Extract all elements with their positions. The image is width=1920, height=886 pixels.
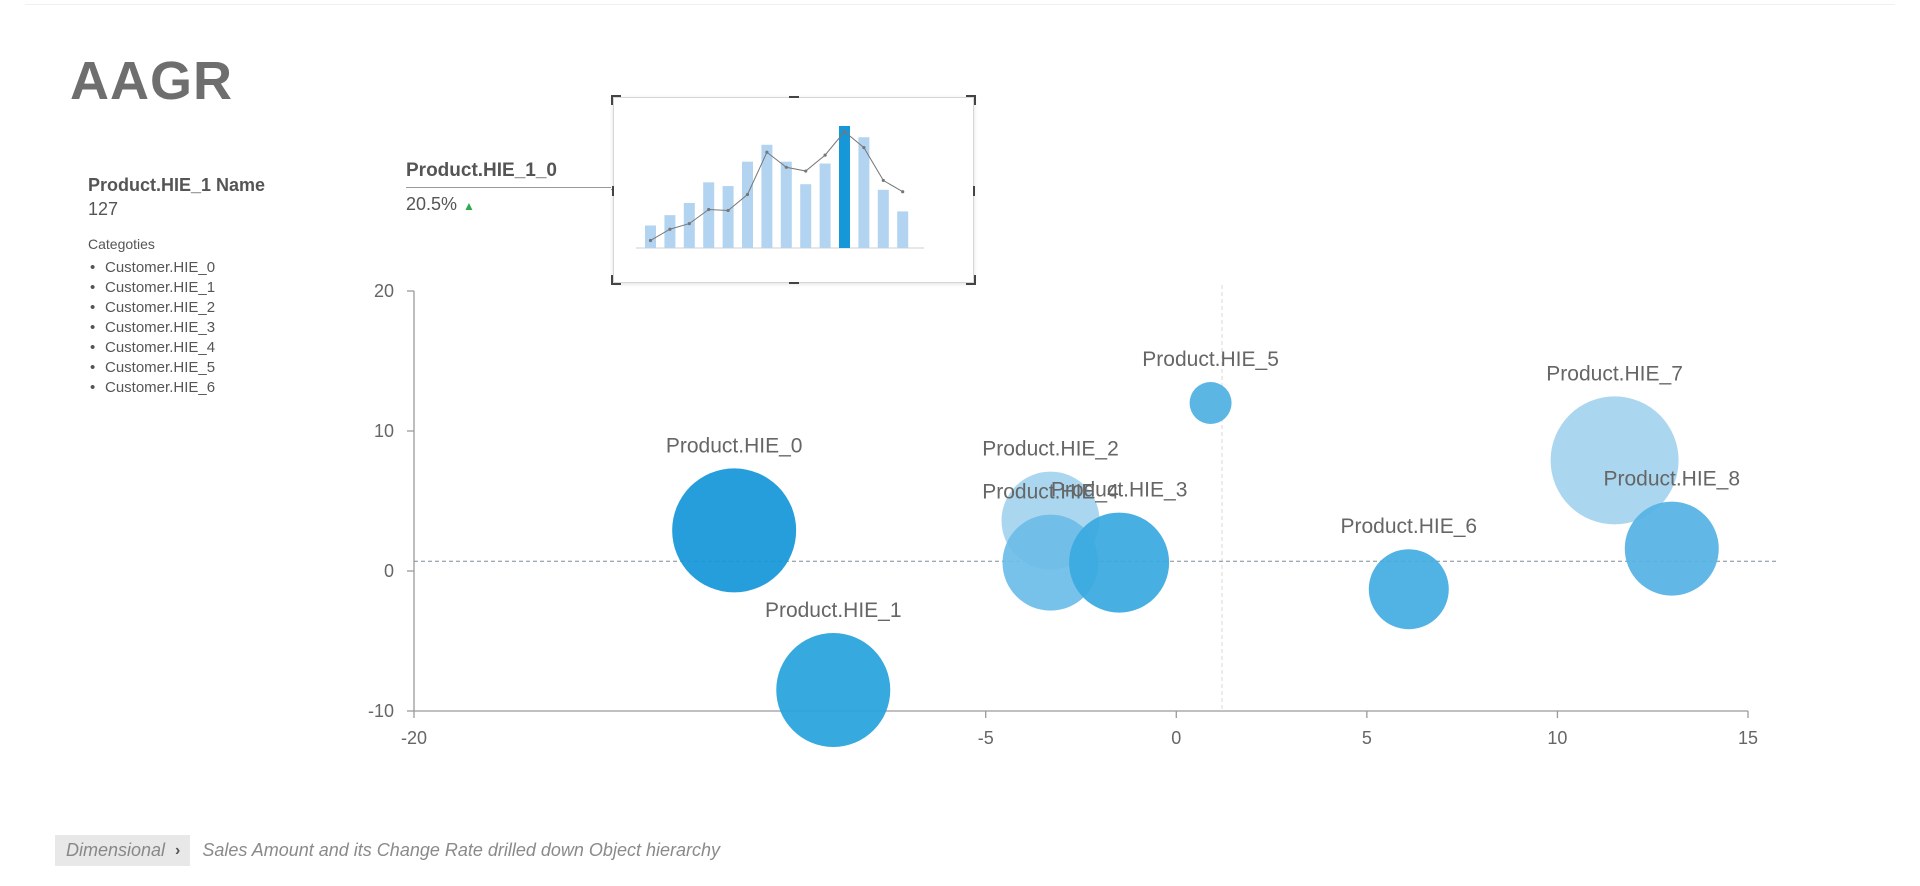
x-tick-label: -20: [401, 728, 427, 748]
mini-bar: [877, 189, 889, 248]
mini-trend-point: [901, 190, 905, 194]
bubble-label: Product.HIE_8: [1603, 468, 1740, 491]
mini-trend-point: [707, 207, 711, 212]
categories-list: Customer.HIE_0 Customer.HIE_1 Customer.H…: [88, 258, 288, 398]
bubble: [1189, 382, 1232, 424]
mini-trend-point: [784, 165, 788, 169]
breadcrumb-label: Dimensional: [66, 840, 166, 860]
mini-trend-line: [650, 130, 903, 241]
mini-trend-point: [765, 150, 769, 154]
mini-bar: [839, 126, 850, 248]
category-item: Customer.HIE_2: [88, 298, 288, 318]
mini-bar: [645, 225, 656, 248]
bubble: [1368, 549, 1449, 630]
mini-trend-point: [862, 145, 866, 150]
footer-description: Sales Amount and its Change Rate drilled…: [202, 840, 720, 860]
info-count: 127: [88, 199, 119, 219]
mini-bar: [722, 186, 734, 248]
bubble-label: Product.HIE_5: [1142, 348, 1279, 371]
bubble-label: Product.HIE_3: [1051, 479, 1188, 502]
mini-bar: [800, 184, 812, 248]
bubble-label: Product.HIE_7: [1546, 362, 1683, 385]
x-tick-label: 5: [1362, 728, 1372, 748]
mini-bar: [780, 161, 792, 248]
info-name-label: Product.HIE_1 Name: [88, 175, 266, 195]
chevron-right-icon: ›: [175, 841, 181, 859]
mini-bar: [819, 163, 831, 248]
mini-trend-point: [881, 178, 885, 183]
mini-trend-point: [687, 222, 691, 226]
y-tick-label: 0: [384, 561, 394, 581]
mini-trend-point: [726, 208, 730, 213]
mini-trend-point: [745, 192, 750, 197]
category-item: Customer.HIE_3: [88, 318, 288, 338]
mini-chart-panel[interactable]: [611, 95, 976, 285]
mini-bar-chart: [636, 126, 924, 249]
mini-trend-point: [668, 227, 672, 231]
bubble-label: Product.HIE_0: [666, 434, 803, 457]
mini-bar: [664, 215, 676, 248]
top-divider: [25, 4, 1895, 5]
bubble: [1624, 501, 1719, 596]
info-panel: Product.HIE_1 Name 127 Categoties Custom…: [88, 175, 288, 398]
categories-label: Categoties: [88, 236, 155, 252]
bubble-label: Product.HIE_1: [765, 599, 902, 622]
mini-bar: [703, 182, 715, 248]
category-item: Customer.HIE_4: [88, 338, 288, 358]
y-tick-label: -10: [368, 701, 394, 721]
mini-bar: [761, 144, 773, 248]
breadcrumb[interactable]: Dimensional ›: [55, 835, 191, 866]
bubble: [776, 633, 891, 747]
bubble-label: Product.HIE_6: [1340, 515, 1477, 538]
resize-handle-top-left[interactable]: [611, 95, 621, 105]
category-item: Customer.HIE_5: [88, 358, 288, 378]
mini-trend-point: [842, 130, 847, 134]
mini-bar: [683, 202, 695, 248]
tooltip-name: Product.HIE_1_0: [406, 160, 611, 188]
mini-bar: [858, 137, 870, 248]
bubble: [1002, 514, 1099, 611]
resize-handle-bottom-left[interactable]: [611, 275, 621, 285]
y-tick-label: 10: [374, 421, 394, 441]
x-tick-label: 15: [1738, 728, 1758, 748]
bubble: [1550, 396, 1679, 525]
resize-handle-top[interactable]: [789, 96, 799, 98]
resize-handle-bottom[interactable]: [789, 282, 799, 284]
resize-handle-bottom-right[interactable]: [966, 275, 976, 285]
mini-trend-point: [823, 153, 827, 157]
bubble-label: Product.HIE_4: [982, 481, 1119, 504]
tooltip-value: 20.5%: [406, 194, 458, 214]
resize-handle-left[interactable]: [612, 186, 614, 196]
footer-bar: Dimensional › Sales Amount and its Chang…: [55, 835, 720, 866]
tooltip-header: Product.HIE_1_0 20.5% ▲: [406, 160, 611, 215]
mini-trend-point: [804, 169, 808, 173]
resize-handle-right[interactable]: [973, 186, 975, 196]
resize-handle-top-right[interactable]: [966, 95, 976, 105]
page-title: AAGR: [70, 51, 233, 111]
mini-bar: [897, 211, 909, 248]
category-item: Customer.HIE_6: [88, 378, 288, 398]
triangle-up-icon: ▲: [463, 199, 475, 213]
mini-bar: [742, 161, 753, 248]
tooltip-value-row: 20.5% ▲: [406, 194, 611, 215]
x-tick-label: 10: [1547, 728, 1567, 748]
category-item: Customer.HIE_0: [88, 258, 288, 278]
category-item: Customer.HIE_1: [88, 278, 288, 298]
mini-trend-point: [648, 238, 653, 243]
x-tick-label: 0: [1171, 728, 1181, 748]
bubble-label: Product.HIE_2: [982, 438, 1119, 461]
bubble: [1069, 512, 1170, 613]
bubble: [672, 468, 797, 593]
y-tick-label: 20: [374, 281, 394, 301]
x-tick-label: -5: [978, 728, 994, 748]
